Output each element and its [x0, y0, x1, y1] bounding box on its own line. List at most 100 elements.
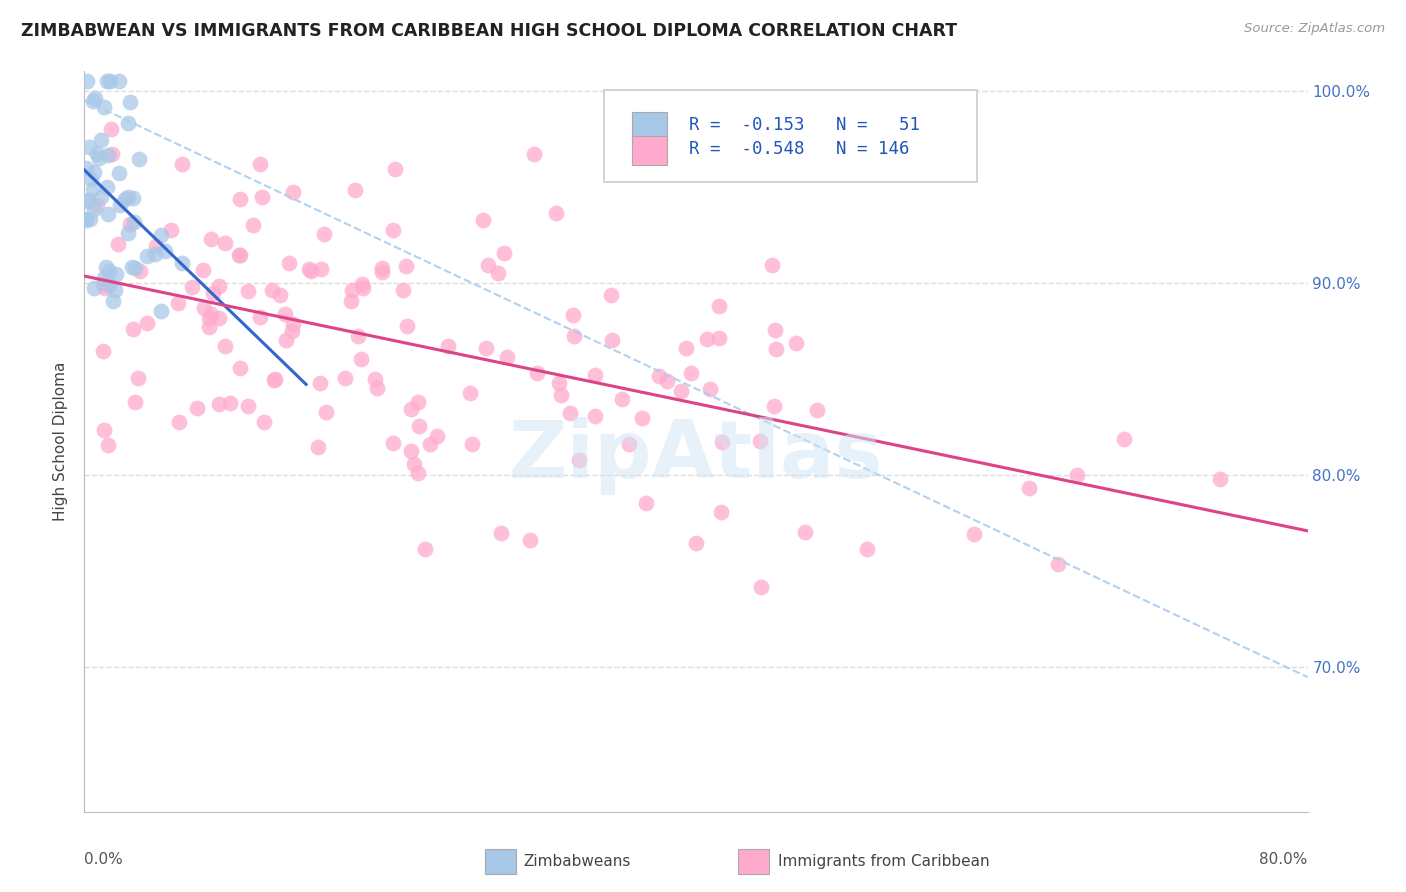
Point [97, 278, 120, 293]
Point [765, 343, 787, 357]
Point [311, 261, 333, 276]
Point [253, 415, 276, 429]
Point [340, 293, 363, 308]
Point [963, 527, 986, 541]
Point [366, 382, 388, 396]
Point [82, 181, 104, 195]
Point [352, 281, 374, 295]
Point [281, 324, 304, 338]
Point [94, 260, 117, 274]
Point [475, 341, 498, 355]
Point [127, 371, 149, 385]
Point [460, 437, 482, 451]
Point [281, 318, 304, 332]
Point [90, 133, 112, 147]
Bar [633, 136, 666, 165]
Point [108, 166, 131, 180]
Point [314, 227, 336, 242]
Point [91, 344, 114, 359]
Point [371, 265, 394, 279]
Point [382, 436, 405, 450]
Point [761, 258, 783, 272]
Point [763, 399, 786, 413]
Point [395, 319, 418, 334]
Point [299, 263, 322, 277]
Point [236, 285, 259, 299]
Point [76, 194, 98, 208]
Point [384, 162, 406, 177]
Point [170, 256, 193, 270]
Point [242, 218, 264, 232]
Point [101, 294, 124, 309]
Point [696, 332, 718, 346]
Point [269, 288, 291, 302]
Point [395, 259, 418, 273]
Point [76, 74, 98, 88]
Point [364, 372, 387, 386]
Point [283, 185, 305, 199]
Point [214, 235, 236, 250]
Point [1112, 432, 1135, 446]
Point [785, 336, 807, 351]
Point [101, 146, 124, 161]
Point [93, 100, 115, 114]
Point [86, 146, 108, 161]
Point [1018, 481, 1040, 495]
Point [200, 232, 222, 246]
Point [120, 95, 142, 109]
Point [711, 435, 734, 450]
Point [93, 270, 115, 285]
Point [145, 238, 167, 252]
Point [550, 388, 572, 402]
Point [763, 323, 786, 337]
Point [344, 183, 367, 197]
Point [419, 436, 441, 450]
Point [1066, 468, 1088, 483]
Point [77, 193, 100, 207]
Point [75, 211, 97, 226]
Point [260, 283, 283, 297]
Point [486, 266, 509, 280]
Point [335, 371, 357, 385]
Point [648, 369, 671, 384]
Point [458, 386, 481, 401]
Point [583, 409, 606, 423]
Point [346, 328, 368, 343]
Point [104, 267, 127, 281]
Point [108, 198, 131, 212]
Text: 80.0%: 80.0% [1260, 853, 1308, 867]
Point [97, 148, 120, 162]
Point [193, 301, 215, 315]
Point [153, 244, 176, 259]
Point [219, 396, 242, 410]
Point [413, 541, 436, 556]
Point [519, 533, 541, 548]
Text: R =  -0.548   N = 146: R = -0.548 N = 146 [689, 140, 910, 158]
Point [350, 352, 373, 367]
Point [562, 329, 585, 343]
Point [170, 157, 193, 171]
Point [583, 368, 606, 383]
Point [610, 392, 633, 406]
Point [710, 505, 733, 519]
Point [558, 406, 581, 420]
Point [250, 190, 273, 204]
Point [675, 341, 697, 355]
Point [408, 419, 430, 434]
Point [89, 151, 111, 165]
Point [619, 437, 641, 451]
Point [426, 429, 449, 443]
Point [75, 161, 97, 175]
Point [114, 192, 136, 206]
Y-axis label: High School Diploma: High School Diploma [53, 362, 69, 521]
Point [568, 453, 591, 467]
Point [309, 376, 332, 391]
Point [124, 395, 146, 409]
Point [93, 423, 115, 437]
Point [1209, 472, 1232, 486]
Point [307, 440, 329, 454]
Point [249, 310, 271, 324]
Point [186, 401, 208, 416]
Text: Source: ZipAtlas.com: Source: ZipAtlas.com [1244, 22, 1385, 36]
Point [200, 308, 222, 322]
